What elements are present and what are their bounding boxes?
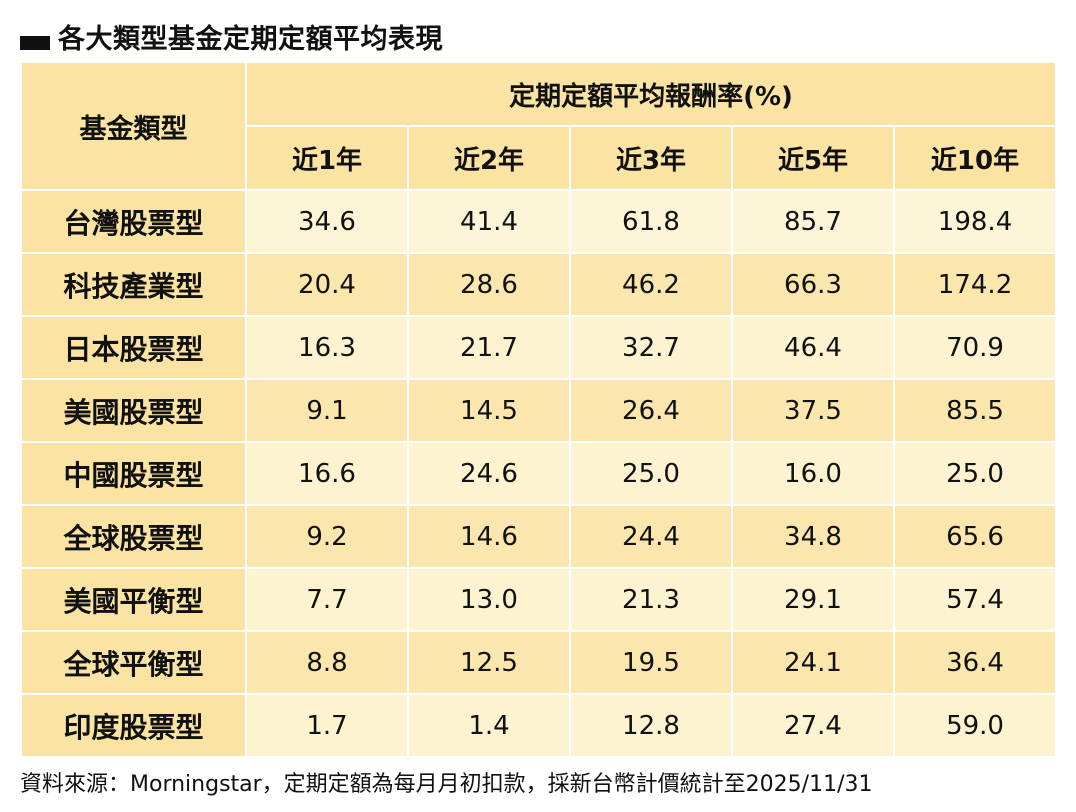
return-value: 36.4 xyxy=(892,630,1058,695)
return-value: 21.3 xyxy=(569,567,733,632)
table-row: 科技產業型 20.4 28.6 46.2 66.3 174.2 xyxy=(20,252,1058,317)
return-value: 13.0 xyxy=(407,567,571,632)
fund-type-label: 全球平衡型 xyxy=(20,630,247,695)
return-value: 25.0 xyxy=(569,441,733,506)
page-title: 各大類型基金定期定額平均表現 xyxy=(58,23,443,55)
return-value: 12.5 xyxy=(407,630,571,695)
return-value: 26.4 xyxy=(569,378,733,443)
return-value: 57.4 xyxy=(892,567,1058,632)
return-value: 14.5 xyxy=(407,378,571,443)
return-value: 8.8 xyxy=(245,630,409,695)
return-value: 65.6 xyxy=(892,504,1058,569)
return-value: 14.6 xyxy=(407,504,571,569)
return-value: 46.4 xyxy=(731,315,895,380)
fund-type-label: 美國股票型 xyxy=(20,378,247,443)
table-row: 美國股票型 9.1 14.5 26.4 37.5 85.5 xyxy=(20,378,1058,443)
title-row: 各大類型基金定期定額平均表現 xyxy=(20,14,443,58)
period-header: 近1年 xyxy=(245,125,409,191)
return-value: 9.2 xyxy=(245,504,409,569)
return-value: 32.7 xyxy=(569,315,733,380)
fund-performance-table: 基金類型 定期定額平均報酬率(%) 近1年 近2年 近3年 近5年 近10年 台… xyxy=(20,61,1058,758)
table-row: 全球股票型 9.2 14.6 24.4 34.8 65.6 xyxy=(20,504,1058,569)
return-value: 24.4 xyxy=(569,504,733,569)
return-value: 46.2 xyxy=(569,252,733,317)
period-header: 近2年 xyxy=(407,125,571,191)
return-value: 70.9 xyxy=(892,315,1058,380)
fund-type-header: 基金類型 xyxy=(20,61,247,191)
return-value: 16.6 xyxy=(245,441,409,506)
return-value: 29.1 xyxy=(731,567,895,632)
return-value: 9.1 xyxy=(245,378,409,443)
title-marker xyxy=(20,36,50,50)
table-row: 美國平衡型 7.7 13.0 21.3 29.1 57.4 xyxy=(20,567,1058,632)
return-value: 85.5 xyxy=(892,378,1058,443)
return-value: 66.3 xyxy=(731,252,895,317)
return-value: 24.6 xyxy=(407,441,571,506)
return-value: 174.2 xyxy=(892,252,1058,317)
fund-type-label: 科技產業型 xyxy=(20,252,247,317)
return-group-header: 定期定額平均報酬率(%) xyxy=(244,61,1058,127)
table-row: 台灣股票型 34.6 41.4 61.8 85.7 198.4 xyxy=(20,189,1058,254)
period-header: 近10年 xyxy=(892,125,1058,191)
return-value: 12.8 xyxy=(569,693,733,758)
return-value: 198.4 xyxy=(892,189,1058,254)
fund-type-label: 印度股票型 xyxy=(20,693,247,758)
fund-type-label: 全球股票型 xyxy=(20,504,247,569)
fund-type-label: 美國平衡型 xyxy=(20,567,247,632)
return-value: 21.7 xyxy=(407,315,571,380)
return-value: 19.5 xyxy=(569,630,733,695)
fund-type-label: 台灣股票型 xyxy=(20,189,247,254)
return-value: 1.4 xyxy=(407,693,571,758)
return-value: 7.7 xyxy=(245,567,409,632)
return-value: 34.6 xyxy=(245,189,409,254)
return-value: 41.4 xyxy=(407,189,571,254)
return-value: 27.4 xyxy=(731,693,895,758)
return-value: 24.1 xyxy=(731,630,895,695)
return-value: 16.3 xyxy=(245,315,409,380)
period-header: 近3年 xyxy=(569,125,733,191)
period-header: 近5年 xyxy=(731,125,895,191)
return-value: 28.6 xyxy=(407,252,571,317)
return-value: 85.7 xyxy=(731,189,895,254)
fund-type-label: 日本股票型 xyxy=(20,315,247,380)
table-row: 印度股票型 1.7 1.4 12.8 27.4 59.0 xyxy=(20,693,1058,758)
return-value: 25.0 xyxy=(892,441,1058,506)
return-value: 59.0 xyxy=(892,693,1058,758)
return-value: 34.8 xyxy=(731,504,895,569)
fund-type-label: 中國股票型 xyxy=(20,441,247,506)
table-row: 日本股票型 16.3 21.7 32.7 46.4 70.9 xyxy=(20,315,1058,380)
return-value: 1.7 xyxy=(245,693,409,758)
source-footnote: 資料來源：Morningstar，定期定額為每月月初扣款，採新台幣計價統計至20… xyxy=(20,772,873,797)
table-row: 全球平衡型 8.8 12.5 19.5 24.1 36.4 xyxy=(20,630,1058,695)
table-row: 中國股票型 16.6 24.6 25.0 16.0 25.0 xyxy=(20,441,1058,506)
return-value: 16.0 xyxy=(731,441,895,506)
return-value: 37.5 xyxy=(731,378,895,443)
return-value: 20.4 xyxy=(245,252,409,317)
return-value: 61.8 xyxy=(569,189,733,254)
